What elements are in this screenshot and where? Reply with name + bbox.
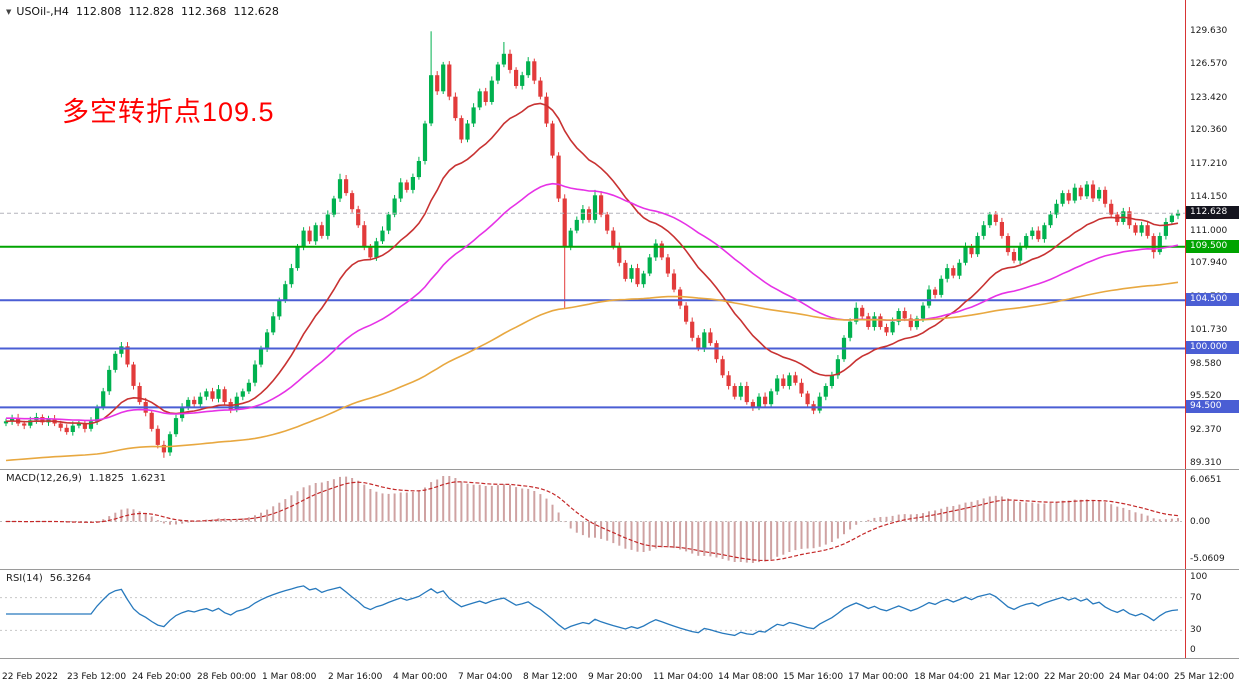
macd-plot[interactable] bbox=[0, 470, 1185, 569]
macd-axis-label: 6.0651 bbox=[1190, 475, 1222, 485]
ohlc-open: 112.808 bbox=[75, 5, 122, 18]
hline-price-badge: 109.500 bbox=[1186, 240, 1239, 253]
annotation-text: 多空转折点109.5 bbox=[62, 97, 275, 127]
price-axis-label: 95.520 bbox=[1190, 391, 1222, 401]
rsi-axis-label: 100 bbox=[1190, 572, 1208, 582]
price-axis-label: 129.630 bbox=[1190, 26, 1228, 36]
macd-axis[interactable]: 6.0651 0.00 -5.0609 bbox=[1185, 470, 1239, 569]
price-axis-label: 117.210 bbox=[1190, 159, 1228, 169]
current-price-badge: 112.628 bbox=[1186, 206, 1239, 219]
time-axis-label: 7 Mar 04:00 bbox=[458, 672, 513, 682]
main-chart-panel: ▼ USOil-,H4 112.808 112.828 112.368 112.… bbox=[0, 0, 1239, 470]
time-axis-label: 4 Mar 00:00 bbox=[393, 672, 448, 682]
price-axis-label: 98.580 bbox=[1190, 359, 1222, 369]
macd-axis-label: 0.00 bbox=[1190, 517, 1211, 527]
time-axis[interactable]: 22 Feb 2022 23 Feb 12:00 24 Feb 20:00 28 Fe… bbox=[0, 659, 1239, 694]
rsi-title: RSI(14) 56.3264 bbox=[6, 573, 91, 584]
ohlc-high: 112.828 bbox=[128, 5, 174, 18]
rsi-axis-label: 30 bbox=[1190, 625, 1202, 635]
time-axis-label: 2 Mar 16:00 bbox=[328, 672, 383, 682]
rsi-panel: RSI(14) 56.3264 100 70 30 0 bbox=[0, 570, 1239, 659]
ohlc-low: 112.368 bbox=[180, 5, 227, 18]
price-axis-label: 120.360 bbox=[1190, 125, 1228, 135]
time-axis-label: 11 Mar 04:00 bbox=[653, 672, 714, 682]
rsi-axis-label: 0 bbox=[1190, 645, 1196, 655]
time-axis-label: 23 Feb 12:00 bbox=[67, 672, 127, 682]
time-axis-label: 21 Mar 12:00 bbox=[979, 672, 1040, 682]
macd-main-value: 1.1825 bbox=[88, 473, 124, 484]
macd-title: MACD(12,26,9) 1.1825 1.6231 bbox=[6, 473, 166, 484]
rsi-label: RSI(14) bbox=[6, 573, 43, 584]
price-axis-label: 114.150 bbox=[1190, 192, 1228, 202]
hline-price-badge: 94.500 bbox=[1186, 400, 1239, 413]
price-axis-label: 111.000 bbox=[1190, 226, 1228, 236]
price-axis-label: 107.940 bbox=[1190, 258, 1228, 268]
rsi-value: 56.3264 bbox=[49, 573, 92, 584]
time-axis-label: 9 Mar 20:00 bbox=[588, 672, 643, 682]
hline-price-badge: 104.500 bbox=[1186, 293, 1239, 306]
price-axis-label: 123.420 bbox=[1190, 93, 1228, 103]
hline-price-badge: 100.000 bbox=[1186, 341, 1239, 354]
time-axis-label: 22 Feb 2022 bbox=[2, 672, 59, 682]
rsi-axis[interactable]: 100 70 30 0 bbox=[1185, 570, 1239, 658]
time-axis-label: 8 Mar 12:00 bbox=[523, 672, 578, 682]
time-axis-label: 15 Mar 16:00 bbox=[783, 672, 844, 682]
symbol-ohlc-line: ▼ USOil-,H4 112.808 112.828 112.368 112.… bbox=[6, 5, 279, 18]
macd-label: MACD(12,26,9) bbox=[6, 473, 82, 484]
time-axis-label: 24 Feb 20:00 bbox=[132, 672, 192, 682]
macd-panel: MACD(12,26,9) 1.1825 1.6231 6.0651 0.00 -5… bbox=[0, 470, 1239, 570]
time-axis-label: 22 Mar 20:00 bbox=[1044, 672, 1105, 682]
chevron-down-icon: ▼ bbox=[6, 7, 12, 16]
price-axis-label: 126.570 bbox=[1190, 59, 1228, 69]
rsi-plot[interactable] bbox=[0, 570, 1185, 658]
price-axis-label: 101.730 bbox=[1190, 325, 1228, 335]
price-axis-label: 92.370 bbox=[1190, 425, 1222, 435]
ohlc-close: 112.628 bbox=[233, 5, 279, 18]
time-axis-label: 24 Mar 04:00 bbox=[1109, 672, 1170, 682]
macd-signal-value: 1.6231 bbox=[130, 473, 166, 484]
candlestick-plot[interactable] bbox=[0, 0, 1185, 469]
time-axis-label: 14 Mar 08:00 bbox=[718, 672, 779, 682]
time-axis-label: 25 Mar 12:00 bbox=[1174, 672, 1235, 682]
time-axis-label: 28 Feb 00:00 bbox=[197, 672, 257, 682]
time-axis-label: 1 Mar 08:00 bbox=[262, 672, 317, 682]
symbol-name: USOil-,H4 bbox=[16, 5, 69, 18]
macd-axis-label: -5.0609 bbox=[1190, 554, 1225, 564]
time-axis-label: 18 Mar 04:00 bbox=[914, 672, 975, 682]
rsi-axis-label: 70 bbox=[1190, 593, 1202, 603]
price-axis-label: 89.310 bbox=[1190, 458, 1222, 468]
price-axis[interactable]: 129.630 126.570 123.420 120.360 117.210 114.1… bbox=[1185, 0, 1239, 469]
time-axis-label: 17 Mar 00:00 bbox=[848, 672, 909, 682]
